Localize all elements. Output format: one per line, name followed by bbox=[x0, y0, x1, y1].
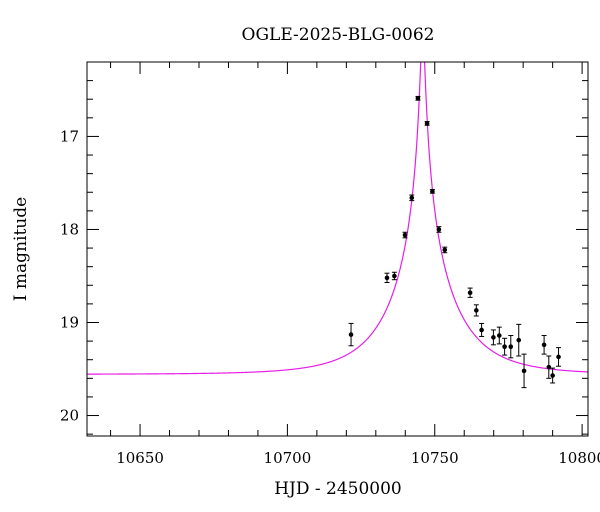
data-point bbox=[502, 337, 508, 356]
data-point bbox=[424, 121, 430, 126]
data-point-marker bbox=[541, 342, 547, 348]
plot-frame bbox=[86, 61, 589, 437]
data-point-marker bbox=[496, 333, 502, 338]
data-point-marker bbox=[502, 344, 507, 349]
data-point bbox=[436, 226, 442, 233]
data-point-marker bbox=[392, 273, 397, 279]
model-curve-layer bbox=[87, 62, 588, 375]
data-point bbox=[550, 367, 556, 384]
y-axis-label: I magnitude bbox=[11, 197, 31, 301]
data-point bbox=[473, 304, 479, 317]
data-point-marker bbox=[521, 368, 527, 374]
data-points-layer bbox=[348, 95, 562, 389]
data-point-marker bbox=[516, 337, 522, 343]
data-point-marker bbox=[550, 373, 555, 378]
data-point bbox=[556, 347, 562, 367]
data-point bbox=[467, 287, 473, 298]
data-point bbox=[429, 188, 435, 194]
x-tick-label: 10650 bbox=[116, 449, 164, 467]
data-point bbox=[415, 95, 421, 101]
data-point-marker bbox=[556, 354, 561, 360]
data-point bbox=[402, 231, 408, 239]
data-point bbox=[384, 272, 390, 283]
data-point-marker bbox=[491, 335, 496, 340]
data-point-marker bbox=[424, 121, 430, 126]
y-tick-label: 18 bbox=[60, 220, 79, 238]
data-point bbox=[479, 322, 485, 337]
data-point bbox=[496, 326, 502, 345]
data-point bbox=[508, 335, 514, 359]
data-point-marker bbox=[467, 290, 473, 296]
axes-layer: 10650 10700 10750 10800 17 18 19 20 bbox=[60, 61, 600, 467]
data-point-marker bbox=[436, 227, 442, 232]
data-point-marker bbox=[409, 195, 415, 201]
data-point-marker bbox=[479, 327, 484, 333]
y-tick-label: 20 bbox=[60, 407, 79, 425]
data-point-marker bbox=[508, 344, 514, 349]
data-point bbox=[521, 353, 527, 389]
x-tick-label: 10800 bbox=[558, 449, 600, 467]
model-curve bbox=[87, 62, 588, 375]
data-point bbox=[442, 246, 448, 254]
data-point bbox=[409, 194, 415, 202]
data-point bbox=[546, 355, 552, 379]
data-point-marker bbox=[430, 189, 435, 194]
data-point-marker bbox=[442, 247, 448, 253]
data-point bbox=[391, 271, 397, 281]
data-point-marker bbox=[384, 275, 390, 281]
data-point-marker bbox=[348, 332, 354, 337]
data-point-marker bbox=[546, 364, 552, 370]
data-point bbox=[541, 335, 547, 355]
x-tick-label: 10700 bbox=[264, 449, 312, 467]
data-point bbox=[490, 329, 496, 346]
data-point-marker bbox=[402, 232, 408, 238]
data-point-marker bbox=[415, 95, 421, 101]
y-tick-label: 17 bbox=[60, 127, 79, 145]
x-axis-label: HJD - 2450000 bbox=[274, 479, 402, 499]
data-point bbox=[348, 322, 354, 347]
chart-title: OGLE-2025-BLG-0062 bbox=[242, 25, 435, 45]
y-tick-label: 19 bbox=[60, 313, 79, 331]
data-point bbox=[516, 323, 522, 357]
data-point-marker bbox=[474, 308, 479, 313]
x-tick-label: 10750 bbox=[411, 449, 459, 467]
